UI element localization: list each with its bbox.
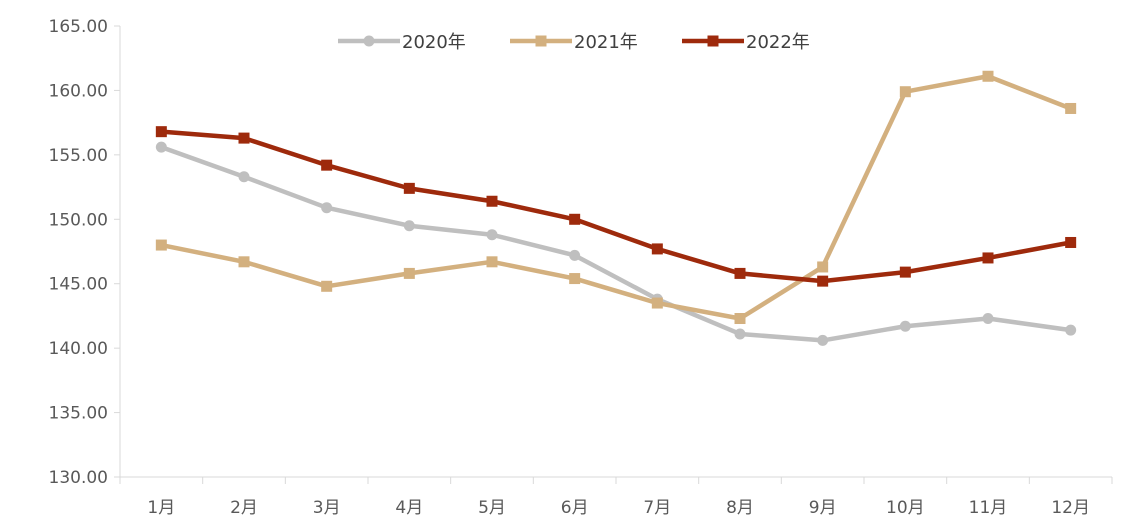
x-tick-label: 4月 xyxy=(395,498,423,518)
data-point xyxy=(569,249,581,261)
x-tick-label: 9月 xyxy=(809,498,837,518)
y-tick-label: 145.00 xyxy=(49,275,108,295)
x-axis: 1月 2月 3月 4月 5月 6月 7月 8月 9月 10月 11月 12月 xyxy=(119,476,1113,518)
legend-label: 2021年 xyxy=(574,32,638,53)
data-point xyxy=(651,297,663,309)
y-tick-label: 130.00 xyxy=(49,468,108,488)
data-point xyxy=(486,229,498,241)
data-point xyxy=(486,195,498,207)
x-tick-label: 7月 xyxy=(643,498,671,518)
data-point xyxy=(1065,102,1077,114)
y-tick-label: 160.00 xyxy=(49,81,108,101)
y-tick-label: 140.00 xyxy=(49,339,108,359)
data-point xyxy=(569,273,581,285)
legend: 2020年 2021年 2022年 xyxy=(338,32,810,53)
data-point xyxy=(817,275,829,287)
series-line xyxy=(159,129,1073,284)
legend-label: 2020年 xyxy=(402,32,466,53)
data-point xyxy=(155,141,167,153)
legend-item: 2020年 xyxy=(338,32,466,53)
series-line xyxy=(159,144,1073,343)
legend-marker xyxy=(707,35,719,47)
series-2020年 xyxy=(155,141,1077,346)
data-point xyxy=(817,261,829,273)
data-point xyxy=(651,243,663,255)
x-tick-label: 2月 xyxy=(230,498,258,518)
y-tick-label: 150.00 xyxy=(49,210,108,230)
data-point xyxy=(734,328,746,340)
series-line xyxy=(159,74,1073,321)
data-point xyxy=(403,182,415,194)
x-tick-label: 3月 xyxy=(313,498,341,518)
x-tick-label: 6月 xyxy=(561,498,589,518)
y-tick-label: 135.00 xyxy=(49,404,108,424)
legend-label: 2022年 xyxy=(746,32,810,53)
data-point xyxy=(403,267,415,279)
data-point xyxy=(982,313,994,325)
data-point xyxy=(899,320,911,332)
data-point xyxy=(155,239,167,251)
x-tick-label: 5月 xyxy=(478,498,506,518)
data-point xyxy=(899,266,911,278)
data-point xyxy=(1065,236,1077,248)
data-point xyxy=(238,171,250,183)
data-point xyxy=(486,256,498,268)
data-point xyxy=(982,70,994,82)
x-tick-label: 8月 xyxy=(726,498,754,518)
data-point xyxy=(734,267,746,279)
x-tick-label: 11月 xyxy=(969,498,1008,518)
data-point xyxy=(321,159,333,171)
data-point xyxy=(569,213,581,225)
legend-marker xyxy=(363,35,375,47)
data-point xyxy=(155,126,167,138)
data-point xyxy=(321,280,333,292)
data-point xyxy=(321,202,333,214)
x-tick-label: 10月 xyxy=(886,498,925,518)
data-point xyxy=(982,252,994,264)
legend-item: 2022年 xyxy=(682,32,810,53)
data-point xyxy=(899,86,911,98)
series-2021年 xyxy=(155,70,1077,325)
data-point xyxy=(817,334,829,346)
y-tick-label: 165.00 xyxy=(49,17,108,37)
x-tick-label: 12月 xyxy=(1051,498,1090,518)
data-point xyxy=(238,132,250,144)
data-point xyxy=(403,220,415,232)
legend-item: 2021年 xyxy=(510,32,638,53)
legend-marker xyxy=(535,35,547,47)
data-point xyxy=(1065,324,1077,336)
data-point xyxy=(734,313,746,325)
y-tick-label: 155.00 xyxy=(49,146,108,166)
series-2022年 xyxy=(155,126,1077,287)
series-layer xyxy=(155,70,1077,346)
y-axis: 130.00 135.00 140.00 145.00 150.00 155.00 160.… xyxy=(49,17,121,488)
x-tick-label: 1月 xyxy=(147,498,175,518)
data-point xyxy=(238,256,250,268)
